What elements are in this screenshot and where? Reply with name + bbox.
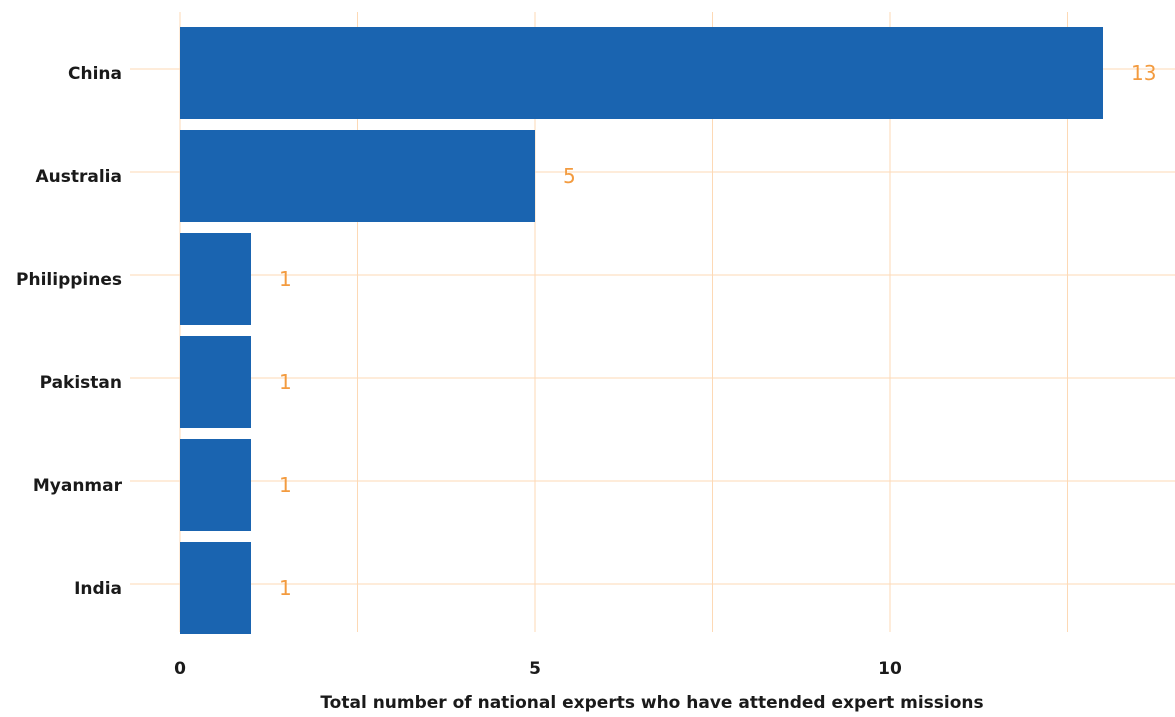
category-label-myanmar: Myanmar	[33, 476, 123, 496]
value-label-myanmar: 1	[279, 473, 292, 497]
x-tick-label: 0	[174, 659, 186, 679]
category-label-india: India	[74, 579, 122, 599]
value-label-pakistan: 1	[279, 370, 292, 394]
value-labels: 13 5 1 1 1 1	[279, 61, 1156, 600]
bar-philippines	[180, 233, 251, 325]
x-tick-label: 10	[878, 659, 902, 679]
value-label-india: 1	[279, 576, 292, 600]
bar-australia	[180, 130, 535, 222]
value-label-philippines: 1	[279, 267, 292, 291]
bar-india	[180, 542, 251, 634]
value-label-china: 13	[1131, 61, 1156, 85]
category-label-philippines: Philippines	[16, 270, 122, 290]
category-label-pakistan: Pakistan	[40, 373, 122, 393]
bars	[180, 27, 1103, 634]
category-label-australia: Australia	[36, 167, 123, 187]
category-label-china: China	[68, 64, 122, 84]
bar-myanmar	[180, 439, 251, 531]
bar-china	[180, 27, 1103, 119]
x-tick-labels: 0 5 10	[174, 659, 902, 679]
x-tick-label: 5	[529, 659, 541, 679]
x-axis-title: Total number of national experts who hav…	[320, 693, 983, 713]
bar-pakistan	[180, 336, 251, 428]
value-label-australia: 5	[563, 164, 576, 188]
category-labels: China Australia Philippines Pakistan Myanmar…	[16, 64, 123, 599]
